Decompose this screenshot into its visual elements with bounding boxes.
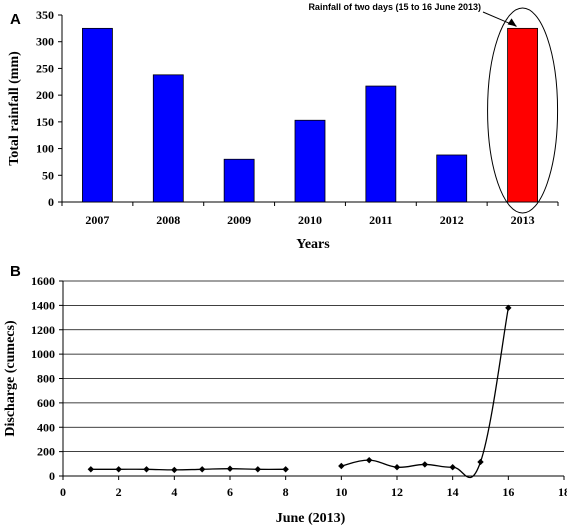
x-tick-label: 16: [502, 485, 514, 499]
discharge-line-segment-2: [341, 307, 509, 479]
x-tick-label: 2010: [298, 213, 322, 227]
bar-2012: [436, 154, 468, 203]
y-tick-label: 0: [48, 195, 54, 209]
annotation-arrowhead: [507, 18, 517, 27]
y-tick-label: 50: [42, 168, 54, 182]
data-point-day-14: [449, 464, 456, 471]
y-tick-label: 250: [36, 61, 54, 75]
data-point-day-7: [254, 466, 262, 473]
x-tick-label: 4: [171, 485, 177, 499]
annotation-text: Rainfall of two days (15 to 16 June 2013…: [308, 2, 481, 12]
data-point-day-16: [505, 304, 512, 312]
x-tick-label: 2007: [85, 213, 109, 227]
data-point-day-1: [87, 466, 95, 473]
panel-b-line-chart: 0 200 400 600 800 1000 1200 1400 1600 0 2 4 6 8 10 12 14…: [3, 274, 567, 526]
y-tick-label: 1000: [31, 347, 55, 361]
y-tick-label: 600: [37, 396, 55, 410]
y-axis-title: Discharge (cumecs): [3, 320, 18, 437]
data-point-day-11: [365, 456, 373, 464]
bar-2007: [82, 27, 113, 203]
y-tick-label: 400: [37, 420, 55, 434]
x-tick-label: 10: [335, 485, 347, 499]
data-point-day-10: [338, 462, 345, 470]
data-point-day-5: [198, 466, 206, 473]
x-tick-label: 2011: [369, 213, 392, 227]
y-tick-label: 800: [37, 372, 55, 386]
y-tick-label: 100: [36, 142, 54, 156]
bar-2013: [507, 27, 538, 203]
x-tick-label: 2009: [227, 213, 251, 227]
data-point-day-2: [115, 466, 122, 473]
panel-a-bar-chart: 0 50 100 150 200 250 300 350 2007 2008 2009 2010 201…: [7, 2, 559, 252]
panel-b-label: B: [10, 263, 21, 280]
x-tick-label: 18: [558, 485, 567, 499]
panel-a-label: A: [10, 11, 21, 28]
x-tick-label: 0: [60, 485, 66, 499]
y-tick-label: 200: [37, 445, 55, 459]
data-point-day-6: [226, 465, 234, 472]
bar-2010: [294, 119, 326, 203]
bar-2009: [223, 158, 255, 203]
data-point-day-12: [393, 464, 401, 471]
y-tick-label: 1400: [31, 298, 55, 312]
y-tick-label: 0: [49, 469, 55, 483]
x-axis-title: June (2013): [276, 511, 346, 526]
x-tick-label: 2008: [156, 213, 180, 227]
x-tick-label: 12: [391, 485, 403, 499]
bar-2008: [152, 74, 184, 203]
y-axis-title: Total rainfall (mm): [7, 51, 22, 166]
x-tick-label: 6: [227, 485, 233, 499]
data-point-day-4: [171, 466, 178, 474]
y-tick-label: 150: [36, 115, 54, 129]
x-tick-label: 2013: [511, 213, 535, 227]
data-point-day-13: [421, 461, 429, 468]
x-tick-label: 2012: [440, 213, 464, 227]
x-tick-label: 14: [447, 485, 459, 499]
data-point-day-15: [477, 458, 484, 466]
data-point-day-8: [282, 466, 289, 473]
y-tick-label: 1200: [31, 323, 55, 337]
data-point-day-3: [143, 466, 150, 473]
x-tick-label: 2: [116, 485, 122, 499]
bar-2011: [365, 85, 397, 203]
y-tick-label: 350: [36, 8, 54, 22]
y-tick-label: 200: [36, 88, 54, 102]
x-tick-label: 8: [283, 485, 289, 499]
y-tick-label: 300: [36, 35, 54, 49]
highlight-ellipse: [487, 7, 559, 214]
x-axis-title: Years: [296, 237, 330, 252]
y-tick-label: 1600: [31, 274, 55, 288]
